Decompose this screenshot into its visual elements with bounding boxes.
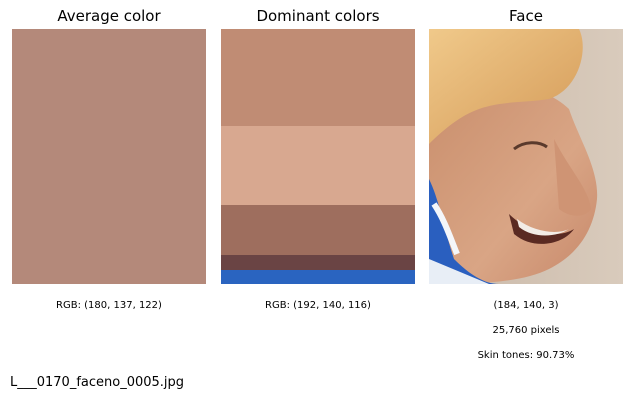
average-color-title: Average color [57, 7, 161, 25]
face-skin-tones-caption: Skin tones: 90.73% [477, 350, 575, 361]
face-color-caption: (184, 140, 3) [493, 300, 559, 311]
dominant-color-stripe [221, 255, 415, 270]
face-pixel-count-caption: 25,760 pixels [492, 325, 560, 336]
dominant-color-stripe [221, 205, 415, 255]
dominant-colors-rgb-caption: RGB: (192, 140, 116) [265, 300, 371, 311]
dominant-color-stripe [221, 29, 415, 126]
dominant-color-stripe [221, 126, 415, 205]
dominant-colors-swatch [221, 29, 415, 284]
face-image [429, 29, 623, 284]
average-color-swatch [12, 29, 206, 284]
dominant-color-stripe [221, 270, 415, 284]
image-filename: L___0170_faceno_0005.jpg [10, 375, 185, 390]
dominant-colors-title: Dominant colors [256, 7, 380, 25]
face-title: Face [509, 7, 543, 25]
average-color-rgb-caption: RGB: (180, 137, 122) [56, 300, 162, 311]
